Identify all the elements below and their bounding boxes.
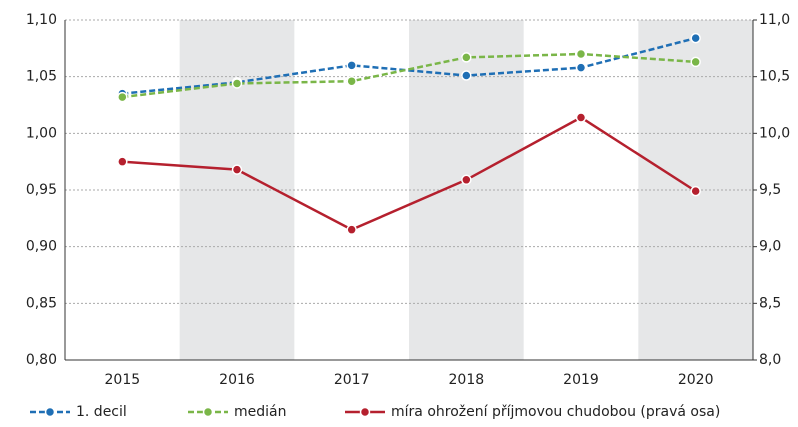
- y2-tick-label: 8,0: [759, 352, 781, 368]
- y-tick-label: 0,80: [26, 352, 57, 368]
- y2-tick-label: 10,5: [759, 69, 790, 85]
- point: [231, 164, 243, 175]
- y2-tick-label: 10,0: [759, 125, 790, 141]
- point: [117, 91, 128, 103]
- point: [461, 52, 472, 63]
- point: [231, 78, 243, 89]
- point: [461, 174, 472, 186]
- point: [346, 75, 357, 87]
- point: [575, 48, 587, 60]
- x-tick-label: 2016: [219, 372, 255, 388]
- y2-tick-label: 11,0: [759, 12, 790, 28]
- x-tick-label: 2015: [105, 372, 141, 388]
- point: [690, 185, 701, 197]
- point: [690, 32, 701, 44]
- legend-label: medián: [234, 404, 286, 420]
- x-tick-label: 2020: [678, 372, 714, 388]
- point: [575, 112, 587, 123]
- point: [117, 156, 128, 167]
- x-tick-label: 2019: [563, 372, 599, 388]
- legend-marker: [359, 406, 371, 418]
- x-tick-label: 2018: [449, 372, 485, 388]
- legend-label: 1. decil: [76, 404, 127, 420]
- point: [575, 62, 587, 73]
- x-tick-label: 2017: [334, 372, 370, 388]
- y-tick-label: 0,90: [26, 239, 57, 255]
- series-line: [122, 52, 696, 99]
- series-line: [122, 116, 697, 232]
- y2-tick-label: 9,5: [759, 182, 781, 198]
- y-tick-label: 1,10: [26, 12, 57, 28]
- legend-marker: [44, 406, 56, 418]
- point: [690, 56, 701, 68]
- y-tick-label: 0,95: [26, 182, 57, 198]
- y2-tick-label: 8,5: [759, 295, 781, 311]
- point: [346, 224, 357, 235]
- y2-tick-label: 9,0: [759, 239, 781, 255]
- y-tick-label: 1,00: [26, 125, 57, 141]
- legend-label: míra ohrožení příjmovou chudobou (pravá …: [391, 404, 720, 420]
- legend-marker: [202, 406, 214, 418]
- point: [346, 60, 357, 71]
- point: [461, 70, 472, 81]
- y-tick-label: 0,85: [26, 295, 57, 311]
- y-tick-label: 1,05: [26, 69, 57, 85]
